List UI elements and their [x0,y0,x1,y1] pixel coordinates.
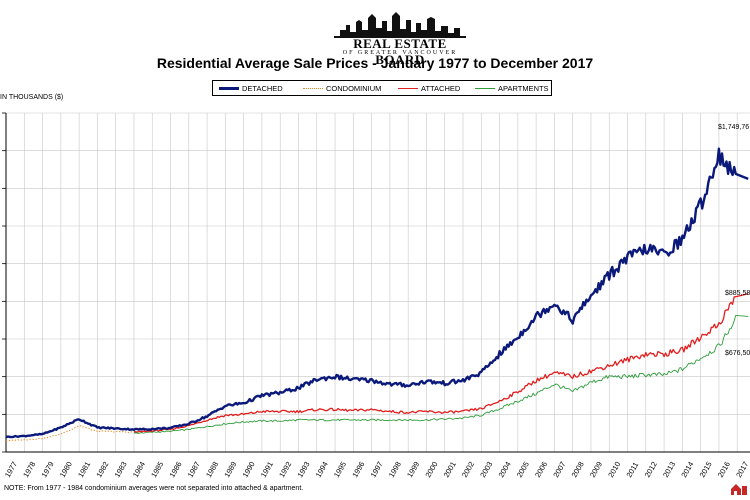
x-tick-label: 2009 [588,460,604,479]
legend-item-attached: ATTACHED [398,83,460,93]
legend-label-apartments: APARTMENTS [498,83,549,93]
x-tick-label: 1994 [314,460,330,479]
x-tick-label: 2016 [716,460,732,479]
x-tick-label: 2002 [460,460,476,479]
logo-subtitle: OF GREATER VANCOUVER [342,50,458,56]
legend-item-apartments: APARTMENTS [475,83,549,93]
x-tick-label: 2013 [661,460,677,479]
x-tick-label: 1983 [113,460,129,479]
chart-legend: DETACHED CONDOMINIUM ATTACHED APARTMENTS [212,80,552,96]
legend-label-detached: DETACHED [242,83,283,93]
x-tick-label: 1977 [3,460,19,479]
x-tick-label: 1993 [295,460,311,479]
x-tick-label: 2001 [442,460,458,479]
legend-swatch-detached [219,86,239,90]
x-tick-label: 2006 [533,460,549,479]
x-tick-label: 2015 [698,460,714,479]
series-line-detached [5,147,749,439]
x-tick-label: 1990 [241,460,257,479]
x-tick-label: 2003 [478,460,494,479]
x-tick-label: 2004 [497,460,513,479]
x-tick-label: 2005 [515,460,531,479]
chart-title: Residential Average Sale Prices - Januar… [156,55,594,71]
x-tick-label: 1982 [94,460,110,479]
house-logo-icon [731,484,747,495]
x-tick-label: 2000 [423,460,439,479]
legend-item-detached: DETACHED [219,83,283,93]
x-tick-label: 1996 [350,460,366,479]
x-tick-label: 1995 [332,460,348,479]
x-tick-label: 1981 [76,460,92,479]
city-skyline-icon [334,12,466,38]
x-tick-label: 1984 [131,460,147,479]
x-tick-label: 1980 [58,460,74,479]
x-tick-label: 2010 [606,460,622,479]
legend-label-attached: ATTACHED [421,83,461,93]
series-line-apartments [133,314,749,434]
end-value-annotation: $676,50 [725,350,750,357]
legend-item-condominium: CONDOMINIUM [303,83,381,93]
x-tick-label: 2007 [551,460,567,479]
rebgv-logo: REAL ESTATE BOARD OF GREATER VANCOUVER [330,10,470,67]
x-tick-label: 1998 [387,460,403,479]
x-tick-label: 2012 [643,460,659,479]
end-value-annotation: $1,749,76 [718,124,749,131]
legend-label-condominium: CONDOMINIUM [326,83,382,93]
logo-name: REAL ESTATE BOARD [353,36,447,67]
x-tick-label: 1979 [39,460,55,479]
x-tick-label: 1997 [369,460,385,479]
x-tick-label: 1985 [149,460,165,479]
x-tick-label: 1978 [21,460,37,479]
series-line-attached [133,293,749,433]
x-tick-label: 1999 [405,460,421,479]
y-axis-label: IN THOUSANDS ($) [0,94,64,101]
x-tick-label: 2014 [679,460,695,479]
x-tick-label: 1988 [204,460,220,479]
legend-swatch-attached [398,87,418,89]
legend-swatch-apartments [475,87,495,89]
x-tick-label: 1989 [222,460,238,479]
x-tick-label: 2008 [570,460,586,479]
x-tick-label: 1986 [167,460,183,479]
x-tick-label: 1987 [186,460,202,479]
x-tick-label: 1991 [259,460,275,479]
footnote: NOTE: From 1977 - 1984 condominium avera… [4,485,304,492]
series-line-condominium [5,425,133,442]
x-tick-label: 2017 [734,460,750,479]
legend-swatch-condominium [303,87,323,89]
end-value-annotation: $885,58 [725,290,750,297]
x-tick-label: 2011 [624,461,640,479]
x-tick-label: 1992 [277,460,293,479]
